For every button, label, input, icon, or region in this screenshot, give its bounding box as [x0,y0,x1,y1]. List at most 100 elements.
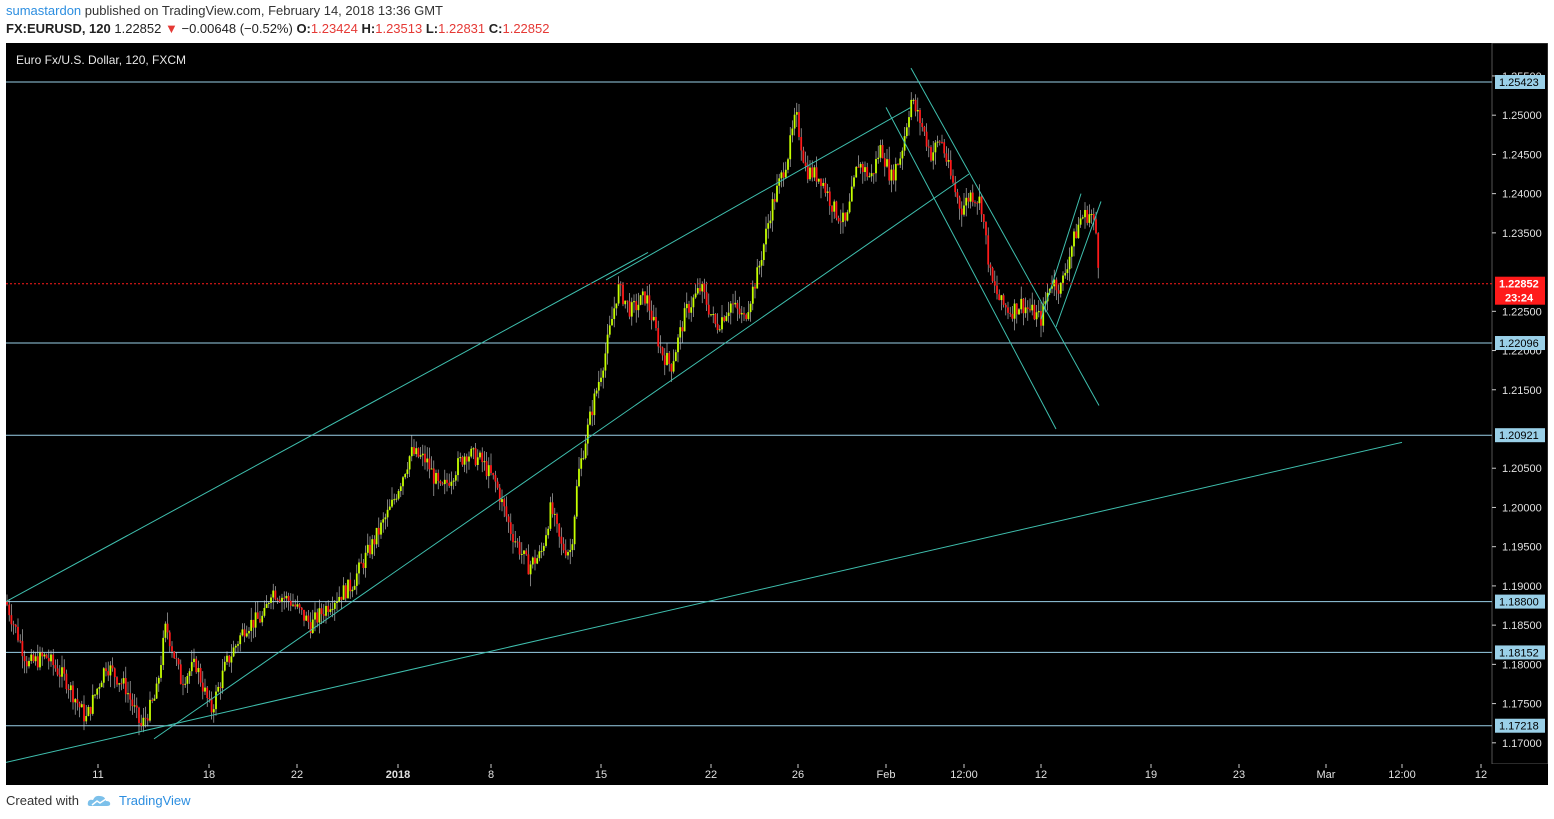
candle-body [1086,209,1089,223]
candle-body [949,160,952,176]
candle-body [883,158,886,167]
candle-body [21,641,24,657]
candle-body [503,499,506,507]
candle-body [520,553,523,555]
candle-body [518,542,521,555]
candle-body [714,314,717,324]
candle-body [952,175,954,183]
trend-line[interactable] [885,107,1057,430]
candle-body [575,486,578,517]
candle-body [798,112,800,138]
last-price-label: 1.22852 [1499,279,1539,291]
candle-body [683,308,686,332]
candle-body [771,199,774,221]
open-label: O: [296,21,311,36]
candle-body [278,599,281,602]
candle-body [47,658,50,662]
author-link[interactable]: sumastardon [6,3,82,18]
price-axis-background [1491,43,1548,765]
candle-body [905,127,908,137]
candle-body [371,539,374,555]
candle-body [380,522,382,535]
footer: Created with TradingView [6,793,191,808]
candle-body [85,715,88,722]
candle-body [166,623,169,633]
candle-body [144,717,147,719]
candle-body [1092,213,1095,220]
candle-body [113,668,116,678]
trend-line[interactable] [605,106,912,281]
trend-line[interactable] [1055,201,1102,328]
candle-body [349,579,352,592]
candle-body [76,699,79,704]
candle-body [188,671,191,677]
candle-body [360,562,363,564]
candle-body [1097,233,1100,268]
candle-body [325,605,327,616]
candle-body [243,629,246,637]
candle-body [1053,279,1056,287]
candle-body [1068,256,1071,270]
candle-body [833,201,836,212]
candle-body [446,479,448,483]
candle-body [204,687,206,692]
x-tick-label: Mar [1317,769,1336,781]
trend-line[interactable] [1040,193,1082,320]
candle-body [347,579,349,599]
candle-body [146,718,149,721]
candle-body [274,590,277,600]
candle-body [435,472,437,484]
candle-body [1075,231,1078,239]
x-tick-label: 23 [1233,769,1245,781]
candle-body [439,480,442,484]
candle-body [727,312,730,317]
candle-body [663,355,666,365]
candle-body [888,159,891,181]
candle-body [501,499,503,503]
trend-line[interactable] [6,252,649,603]
level-price-box [1495,428,1545,443]
candle-body [206,687,209,699]
candle-body [61,667,63,677]
candle-body [531,557,534,565]
candle-body [696,288,699,294]
candle-body [890,169,893,181]
candle-body [853,177,855,187]
price-chart[interactable]: 1.255001.250001.245001.240001.235001.225… [6,43,1548,785]
candle-body [793,114,796,129]
candle-body [1007,307,1009,313]
candle-body [505,506,508,517]
candle-body [327,605,330,612]
candle-body [182,684,184,686]
candle-body [1033,304,1036,320]
candle-body [776,185,778,202]
trend-line[interactable] [910,67,1100,406]
candle-body [289,600,292,606]
candle-body [463,456,466,465]
candle-body [688,303,690,313]
candle-body [721,317,723,330]
x-tick-label: 15 [595,769,607,781]
chart-title: Euro Fx/U.S. Dollar, 120, FXCM [16,53,186,67]
candle-body [316,612,319,623]
candle-body [839,221,842,223]
candle-body [996,285,998,295]
tradingview-brand-link[interactable]: TradingView [118,793,191,808]
level-price-box [1495,645,1545,660]
candle-body [355,573,358,586]
candle-body [195,658,198,673]
candle-body [408,456,411,470]
candle-body [740,313,743,315]
candle-body [1015,303,1018,315]
candle-body [89,706,92,714]
candle-body [384,517,387,520]
x-tick-label: 12:00 [950,769,978,781]
x-tick-label: 22 [291,769,303,781]
y-tick-label: 1.24000 [1502,189,1542,201]
candle-body [586,424,589,444]
candle-body [25,661,28,667]
candle-body [848,201,851,213]
trend-line[interactable] [153,173,970,740]
trend-line[interactable] [6,441,1403,763]
candle-body [617,284,620,304]
